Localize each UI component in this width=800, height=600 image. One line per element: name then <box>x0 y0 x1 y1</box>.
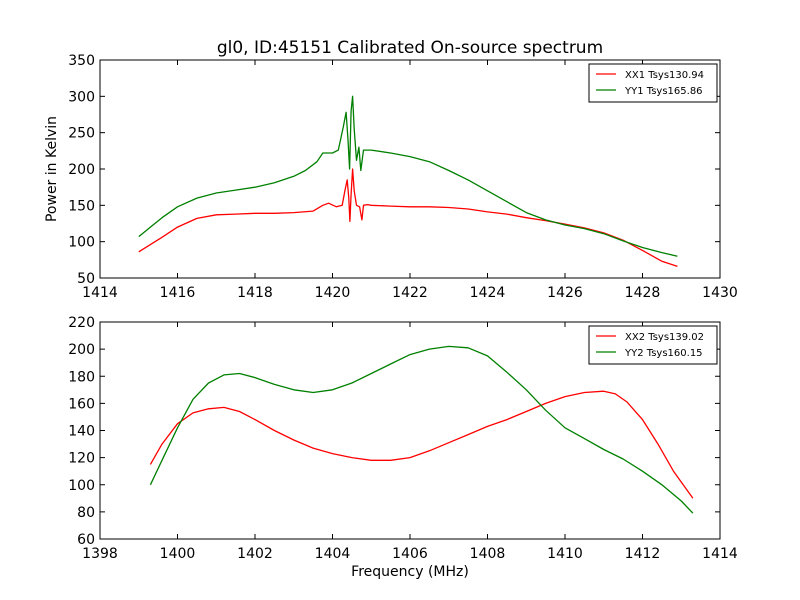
chart-title: gl0, ID:45151 Calibrated On-source spect… <box>217 38 603 58</box>
y-tick-label: 100 <box>68 235 95 251</box>
legend-box <box>588 63 718 103</box>
y-tick-label: 150 <box>68 198 95 214</box>
top-plot: 1414 1416 1418 1420 1422 1424 1426 1428 1430 50 10… <box>68 53 738 301</box>
legend-label: YY1 Tsys165.86 <box>624 86 703 97</box>
x-tick-label: 1414 <box>702 546 738 562</box>
bottom-plot: 1398 1400 1402 1404 1406 1408 1410 1412 1414 60 80… <box>68 315 738 562</box>
legend-label: XX2 Tsys139.02 <box>625 332 704 343</box>
legend-box <box>588 325 718 365</box>
legend: XX2 Tsys139.02 YY2 Tsys160.15 <box>588 325 718 365</box>
y-tick-label: 250 <box>68 126 95 142</box>
x-tick-label: 1424 <box>470 285 506 301</box>
y-tick-label: 100 <box>68 478 95 494</box>
x-tick-label: 1414 <box>82 285 118 301</box>
y-axis-label: Power in Kelvin <box>44 116 60 222</box>
y-tick-label: 140 <box>68 424 95 440</box>
y-tick-label: 220 <box>68 315 95 331</box>
series-line-2 <box>138 95 678 257</box>
x-tick-label: 1410 <box>547 546 583 562</box>
x-tick-label: 1428 <box>625 285 661 301</box>
x-axis-label: Frequency (MHz) <box>351 564 469 580</box>
x-tick-label: 1406 <box>392 546 428 562</box>
x-tick-label: 1408 <box>470 546 506 562</box>
x-tick-label: 1416 <box>160 285 196 301</box>
y-tick-label: 180 <box>68 369 95 385</box>
series-line-1 <box>149 390 694 499</box>
y-tick-label: 80 <box>77 505 95 521</box>
series-line-1 <box>138 168 678 268</box>
x-tick-label: 1412 <box>625 546 661 562</box>
x-tick-label: 1404 <box>315 546 351 562</box>
y-tick-label: 50 <box>77 271 95 287</box>
x-tick-label: 1430 <box>702 285 738 301</box>
x-tick-label: 1422 <box>392 285 428 301</box>
legend: XX1 Tsys130.94 YY1 Tsys165.86 <box>588 63 718 103</box>
y-tick-label: 160 <box>68 396 95 412</box>
x-tick-label: 1426 <box>547 285 583 301</box>
y-tick-label: 120 <box>68 451 95 467</box>
y-tick-label: 300 <box>68 89 95 105</box>
legend-label: YY2 Tsys160.15 <box>624 348 703 359</box>
y-tick-label: 200 <box>68 162 95 178</box>
x-tick-label: 1420 <box>315 285 351 301</box>
legend-label: XX1 Tsys130.94 <box>625 70 704 81</box>
x-tick-label: 1418 <box>237 285 273 301</box>
y-tick-label: 350 <box>68 53 95 69</box>
y-tick-label: 200 <box>68 342 95 358</box>
x-tick-label: 1402 <box>237 546 273 562</box>
series-line-2 <box>149 345 694 514</box>
x-tick-label: 1398 <box>82 546 118 562</box>
x-tick-label: 1400 <box>160 546 196 562</box>
y-tick-label: 60 <box>77 532 95 548</box>
